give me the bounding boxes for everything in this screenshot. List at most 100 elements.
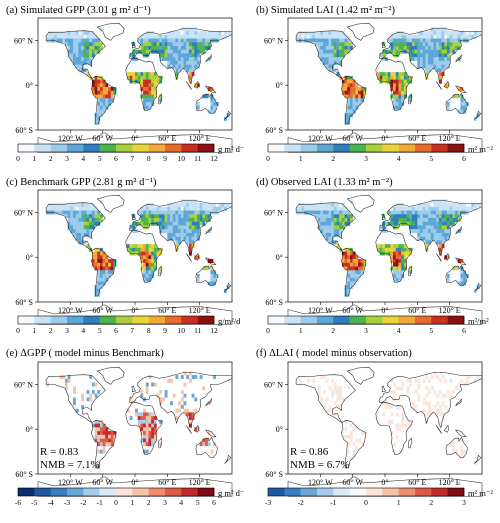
grid-cell: [438, 68, 442, 73]
grid-cell: [186, 214, 190, 219]
colorbar-segment: [18, 144, 35, 152]
grid-cell: [199, 203, 203, 207]
grid-cell: [102, 449, 106, 454]
grid-cell: [444, 378, 448, 383]
grid-cell: [457, 102, 461, 106]
grid-cell: [390, 240, 394, 245]
grid-cell: [349, 434, 353, 439]
grid-cell: [188, 38, 192, 43]
grid-cell: [113, 431, 117, 435]
coastline: [158, 93, 163, 105]
grid-cell: [75, 34, 79, 39]
grid-cell: [449, 31, 453, 35]
grid-cell: [167, 42, 171, 47]
grid-cell: [199, 38, 203, 43]
grid-cell: [382, 68, 386, 73]
grid-cell: [199, 49, 203, 54]
grid-cell: [99, 79, 103, 84]
grid-cell: [99, 90, 103, 95]
grid-cell: [86, 34, 90, 39]
grid-cell: [393, 38, 396, 43]
grid-cell: [75, 42, 79, 47]
grid-cell: [398, 38, 402, 43]
grid-cell: [411, 57, 415, 62]
grid-cell: [344, 218, 348, 222]
grid-cell: [344, 247, 348, 252]
grid-cell: [441, 221, 445, 226]
grid-cell: [67, 221, 71, 226]
grid-cell: [320, 57, 324, 62]
grid-cell: [143, 90, 146, 95]
grid-cell: [333, 401, 337, 406]
grid-cell: [460, 266, 464, 271]
grid-cell: [143, 416, 146, 421]
grid-cell: [140, 423, 144, 428]
grid-cell: [78, 49, 82, 54]
grid-cell: [393, 105, 396, 110]
grid-cell: [145, 94, 149, 99]
grid-cell: [75, 206, 79, 211]
colorbar-unit: m²/m²: [468, 316, 489, 326]
grid-cell: [143, 236, 146, 241]
colorbar-tick: 1: [299, 154, 303, 163]
grid-cell: [226, 285, 230, 290]
grid-cell: [153, 79, 157, 84]
grid-cell: [94, 251, 98, 256]
grid-cell: [183, 401, 187, 406]
grid-cell: [420, 57, 423, 62]
grid-cell: [113, 262, 117, 267]
grid-cell: [148, 210, 152, 215]
grid-cell: [83, 229, 87, 234]
grid-cell: [186, 31, 190, 35]
grid-cell: [137, 412, 141, 417]
grid-cell: [438, 390, 442, 394]
grid-cell: [191, 236, 195, 241]
grid-cell: [62, 210, 66, 215]
stat-nmb: NMB = 7.1%: [40, 459, 100, 471]
grid-cell: [143, 423, 146, 428]
grid-cell: [387, 244, 391, 249]
grid-cell: [196, 229, 200, 234]
grid-cell: [382, 49, 386, 54]
grid-cell: [347, 266, 351, 271]
grid-cell: [449, 270, 453, 275]
grid-cell: [83, 34, 87, 39]
grid-cell: [188, 206, 192, 211]
coastlines: [37, 194, 233, 325]
grid-cell: [175, 38, 179, 43]
grid-cell: [325, 236, 329, 241]
grid-cell: [97, 105, 101, 110]
grid-cell: [438, 27, 442, 32]
grid-cell: [382, 57, 386, 62]
grid-cell: [428, 53, 431, 58]
grid-cell: [395, 274, 399, 278]
grid-cell: [317, 31, 321, 35]
grid-cell: [433, 218, 437, 222]
grid-cell: [143, 262, 146, 267]
grid-cell: [223, 203, 227, 207]
grid-cell: [433, 210, 437, 215]
grid-cell: [331, 57, 334, 62]
grid-cell: [145, 438, 149, 443]
grid-cell: [344, 427, 348, 432]
lon-label: 0°: [381, 134, 388, 143]
grid-cell: [398, 270, 402, 275]
grid-cell: [175, 46, 179, 50]
grid-cell: [196, 221, 200, 226]
lon-label: 60° W: [342, 306, 363, 315]
grid-cell: [97, 423, 101, 428]
grid-cell: [444, 31, 448, 35]
grid-cell: [331, 42, 334, 47]
grid-cell: [422, 229, 426, 234]
grid-cell: [382, 244, 386, 249]
grid-cell: [438, 232, 442, 237]
grid-cell: [395, 214, 399, 219]
grid-cell: [328, 31, 332, 35]
grid-cell: [422, 57, 426, 62]
grid-cell: [140, 64, 144, 69]
grid-cell: [411, 225, 415, 230]
grid-cell: [463, 31, 467, 35]
grid-cell: [441, 232, 445, 237]
grid-cell: [436, 229, 440, 234]
grid-cell: [148, 375, 152, 379]
